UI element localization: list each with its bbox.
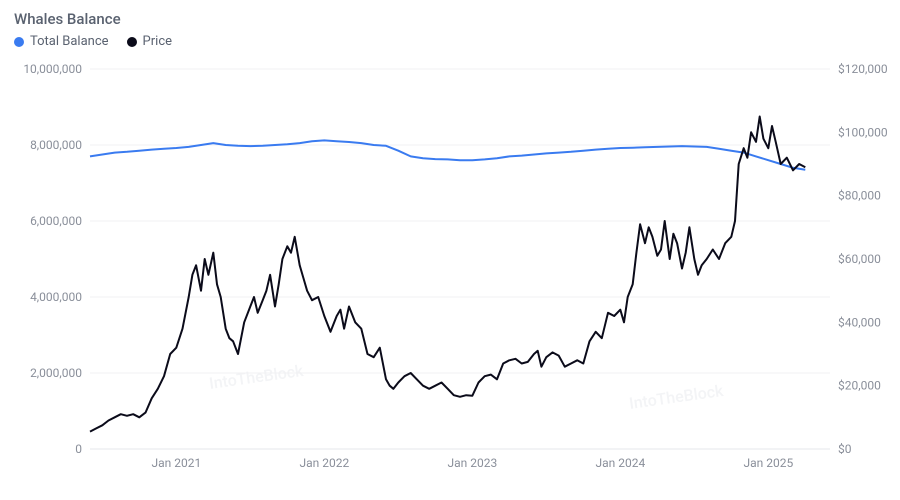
legend-item-balance: Total Balance xyxy=(14,34,109,49)
svg-text:$40,000: $40,000 xyxy=(838,315,881,329)
svg-text:$20,000: $20,000 xyxy=(838,379,881,393)
svg-text:$80,000: $80,000 xyxy=(838,189,881,203)
svg-text:Jan 2025: Jan 2025 xyxy=(743,456,793,470)
legend-dot-balance xyxy=(14,37,24,47)
svg-text:$0: $0 xyxy=(838,442,852,456)
svg-text:2,000,000: 2,000,000 xyxy=(30,366,82,380)
svg-text:0: 0 xyxy=(75,442,82,456)
svg-text:Jan 2023: Jan 2023 xyxy=(447,456,497,470)
svg-text:IntoTheBlock: IntoTheBlock xyxy=(208,361,305,393)
legend-label-balance: Total Balance xyxy=(30,34,109,49)
legend-item-price: Price xyxy=(127,34,172,49)
svg-text:10,000,000: 10,000,000 xyxy=(23,62,82,76)
plot-area: IntoTheBlock IntoTheBlock 0 2,000,000 4,000,… xyxy=(10,59,890,479)
chart-svg: IntoTheBlock IntoTheBlock 0 2,000,000 4,000,… xyxy=(10,59,890,479)
svg-text:$100,000: $100,000 xyxy=(838,125,888,139)
svg-text:$120,000: $120,000 xyxy=(838,62,888,76)
svg-text:$60,000: $60,000 xyxy=(838,252,881,266)
svg-text:6,000,000: 6,000,000 xyxy=(30,214,82,228)
svg-text:Jan 2022: Jan 2022 xyxy=(299,456,349,470)
svg-text:8,000,000: 8,000,000 xyxy=(30,138,82,152)
svg-text:4,000,000: 4,000,000 xyxy=(30,290,82,304)
legend-dot-price xyxy=(127,37,137,47)
svg-text:Jan 2021: Jan 2021 xyxy=(151,456,201,470)
svg-text:IntoTheBlock: IntoTheBlock xyxy=(628,381,725,413)
chart-container: Whales Balance Total Balance Price IntoT… xyxy=(10,10,890,490)
chart-title: Whales Balance xyxy=(14,10,890,28)
legend-label-price: Price xyxy=(143,34,172,49)
legend: Total Balance Price xyxy=(14,34,890,49)
svg-text:Jan 2024: Jan 2024 xyxy=(595,456,645,470)
